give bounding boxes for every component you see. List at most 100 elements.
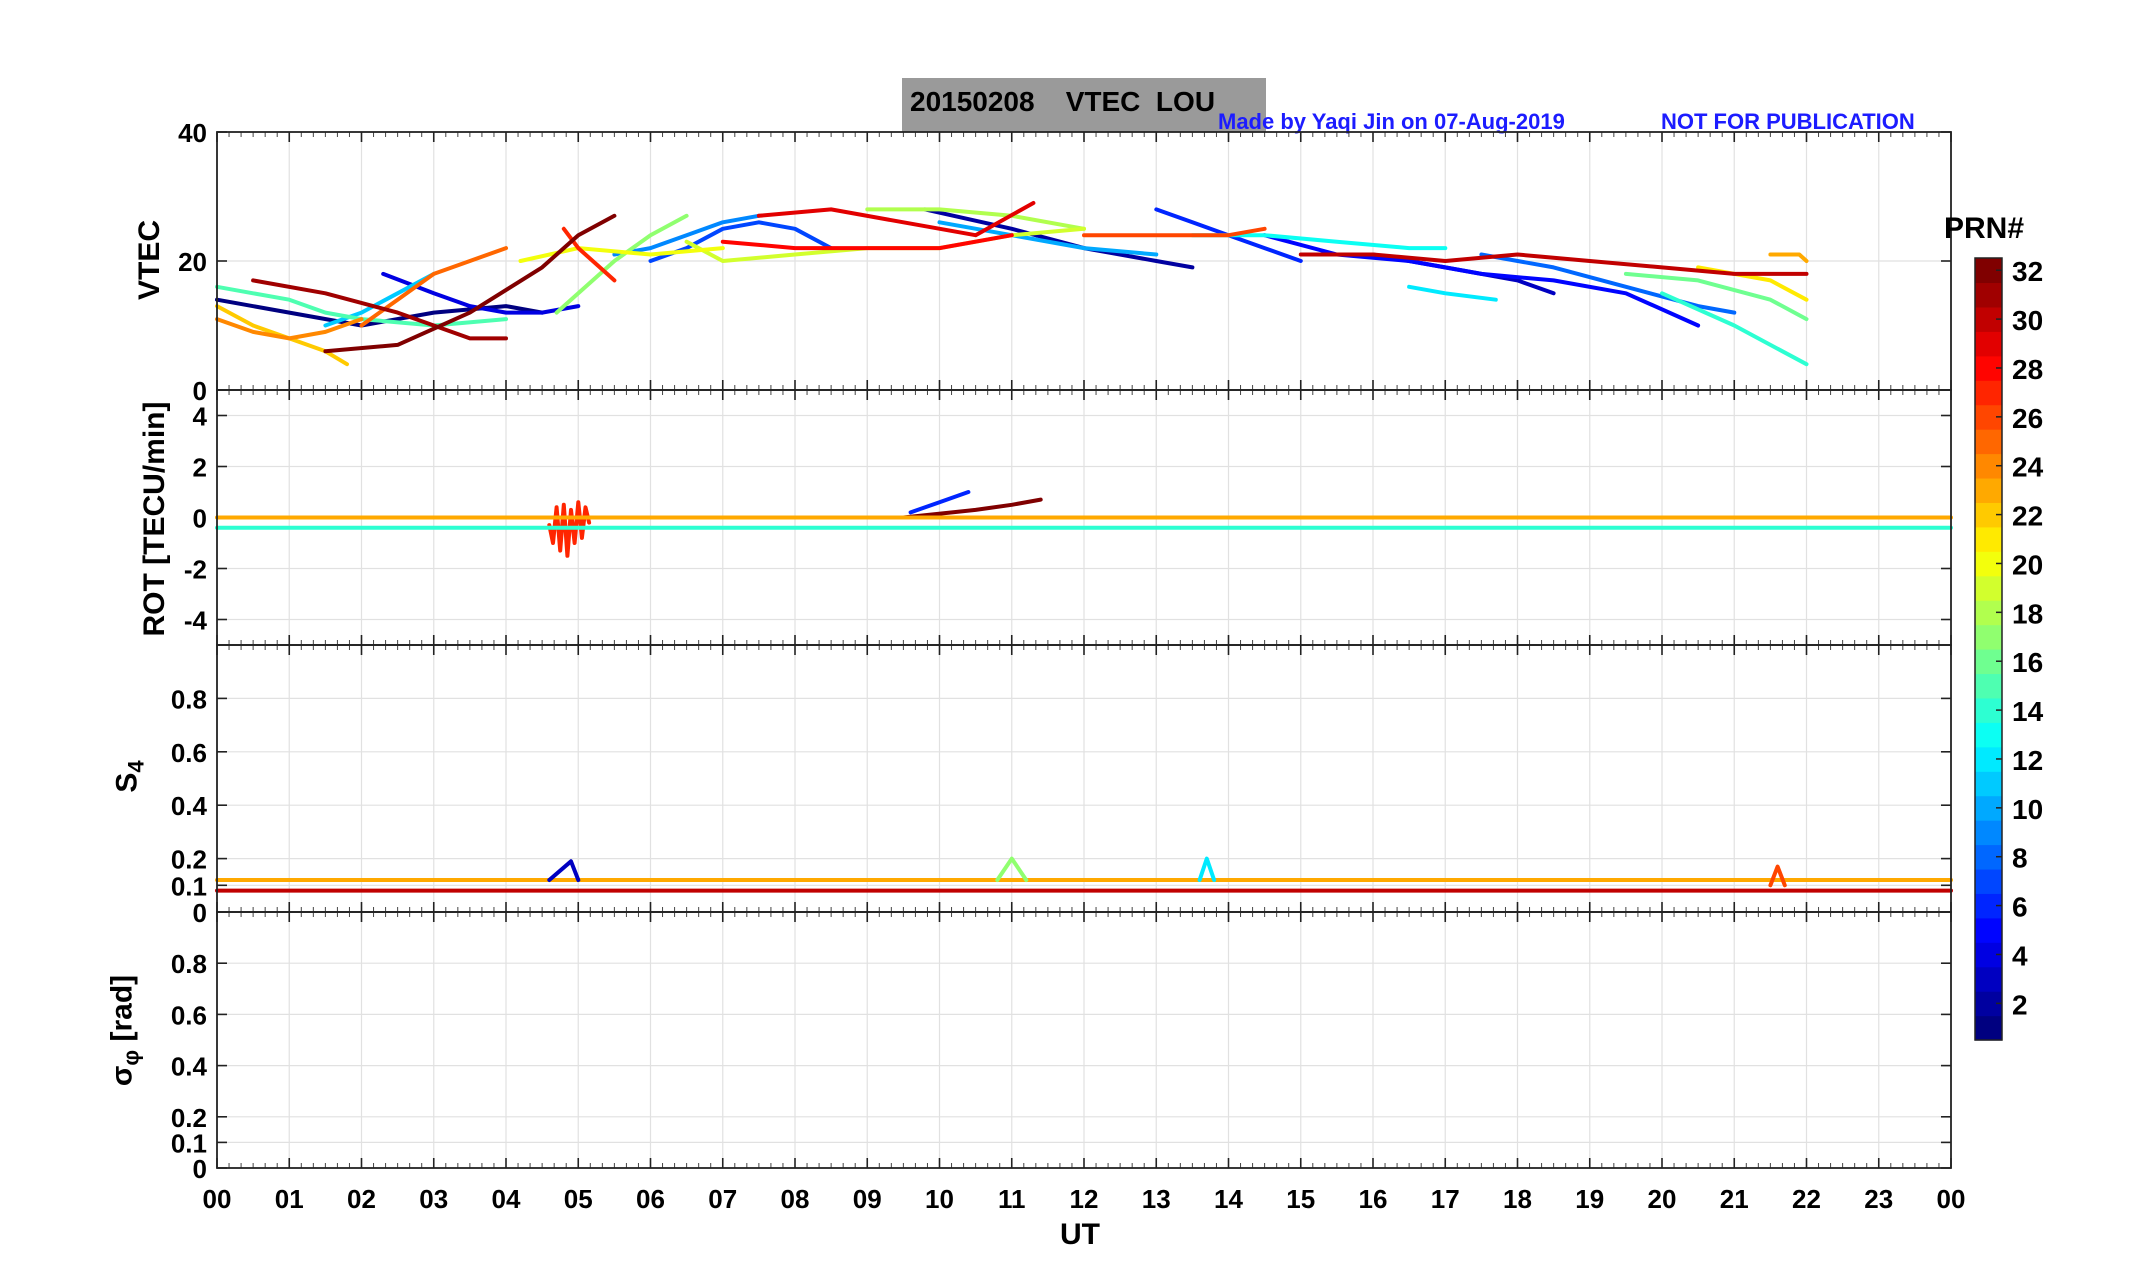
x-tick-label: 16 — [1359, 1184, 1388, 1214]
colorbar-segment — [1975, 429, 2002, 455]
series-prn-28 — [720, 233, 1014, 251]
series-prn-9 — [612, 213, 761, 257]
credit-text: Made by Yaqi Jin on 07-Aug-2019 — [1218, 109, 1565, 134]
series-prn-13 — [1190, 233, 1448, 251]
colorbar-tick-label: 14 — [2012, 696, 2044, 727]
x-tick-label: 13 — [1142, 1184, 1171, 1214]
y-tick-label: 0 — [193, 504, 207, 534]
x-tick-label: 12 — [1070, 1184, 1099, 1214]
x-tick-label: 17 — [1431, 1184, 1460, 1214]
colorbar-segment — [1975, 380, 2002, 406]
colorbar-segment — [1975, 282, 2002, 308]
y-tick-label: -4 — [184, 606, 208, 636]
series-prn-17 — [995, 856, 1029, 882]
panel-frame — [216, 911, 1952, 1169]
x-axis-label: UT — [1060, 1218, 1100, 1251]
y-tick-label: 20 — [178, 247, 207, 277]
series-prn-30 — [1298, 252, 1809, 276]
colorbar-segment — [1975, 673, 2002, 699]
x-tick-label: 14 — [1214, 1184, 1243, 1214]
colorbar-tick-label: 32 — [2012, 256, 2043, 287]
x-tick-label: 02 — [347, 1184, 376, 1214]
colorbar-segment — [1975, 624, 2002, 650]
colorbar-tick-label: 28 — [2012, 354, 2043, 385]
x-tick-label: 10 — [925, 1184, 954, 1214]
y-tick-label: 40 — [178, 118, 207, 148]
colorbar-tick-label: 22 — [2012, 501, 2043, 532]
y-tick-label: 4 — [193, 402, 208, 432]
x-tick-label: 06 — [636, 1184, 665, 1214]
y-tick-label: 0.2 — [171, 845, 207, 875]
colorbar-title: PRN# — [1944, 212, 2025, 245]
colorbar-tick-label: 10 — [2012, 794, 2043, 825]
colorbar-tick-label: 30 — [2012, 305, 2043, 336]
series-prn-14 — [1660, 291, 1809, 367]
y-tick-label: 0.4 — [171, 1052, 208, 1082]
series-prn-23 — [1768, 252, 1809, 263]
x-tick-label: 18 — [1503, 1184, 1532, 1214]
y-tick-label: -2 — [184, 555, 207, 585]
colorbar-tick-label: 2 — [2012, 989, 2028, 1020]
x-tick-label: 23 — [1864, 1184, 1893, 1214]
colorbar-tick-label: 24 — [2012, 452, 2044, 483]
x-tick-label: 19 — [1575, 1184, 1604, 1214]
y-tick-label: 0 — [193, 376, 207, 406]
series-prn-1 — [215, 297, 545, 328]
series-prn-2 — [923, 207, 1195, 270]
series-prn-24 — [215, 317, 364, 341]
y-tick-label: 2 — [193, 453, 207, 483]
colorbar-segment — [1975, 1015, 2002, 1041]
series-prn-27 — [561, 226, 617, 283]
series-prn-6 — [908, 490, 971, 515]
y-tick-label: 0.8 — [171, 949, 207, 979]
y-tick-label: 0.1 — [171, 1128, 207, 1158]
series-prn-17 — [554, 213, 689, 315]
series-prn-3 — [547, 859, 581, 882]
y-tick-label: 0.4 — [171, 791, 208, 821]
series-prn-10 — [937, 220, 1159, 257]
y-tick-label: 0 — [193, 1154, 207, 1184]
series-prn-20 — [518, 246, 725, 263]
x-tick-label: 21 — [1720, 1184, 1749, 1214]
y-tick-label: 0.2 — [171, 1103, 207, 1133]
series-prn-8 — [1479, 252, 1737, 315]
series-prn-4 — [381, 271, 581, 315]
colorbar-segment — [1975, 575, 2002, 601]
x-tick-label: 08 — [781, 1184, 810, 1214]
x-tick-label: 04 — [492, 1184, 521, 1214]
colorbar-segment — [1975, 966, 2002, 992]
x-tick-label: 20 — [1648, 1184, 1677, 1214]
x-tick-label: 05 — [564, 1184, 593, 1214]
x-tick-label: 07 — [708, 1184, 737, 1214]
x-tick-label: 01 — [275, 1184, 304, 1214]
vtec-ylabel: VTEC — [133, 220, 166, 301]
colorbar-tick-label: 18 — [2012, 598, 2043, 629]
series-prn-32 — [323, 213, 617, 354]
colorbar-frame — [1974, 257, 2003, 1041]
colorbar-tick-label: 8 — [2012, 843, 2028, 874]
colorbar-tick-label: 20 — [2012, 549, 2043, 580]
colorbar-segment — [1975, 917, 2002, 943]
panel-s4: 00.10.2 0.4 0.6 0.8 — [171, 644, 1953, 928]
y-tick-label: 0.6 — [171, 1000, 207, 1030]
y-tick-label: 0.6 — [171, 738, 207, 768]
panel-vtec: 0 20 40 — [178, 118, 1952, 406]
colorbar-tick-label: 26 — [2012, 403, 2043, 434]
x-tick-label: 09 — [853, 1184, 882, 1214]
colorbar-segment — [1975, 771, 2002, 797]
series-prn-29 — [756, 201, 1036, 238]
series-prn-11 — [323, 271, 436, 328]
series-prn-18 — [865, 207, 1086, 231]
colorbar-tick-label: 6 — [2012, 892, 2028, 923]
x-tick-label: 00 — [203, 1184, 232, 1214]
colorbar-segment — [1975, 331, 2002, 357]
colorbar-segment — [1975, 477, 2002, 503]
x-tick-label: 22 — [1792, 1184, 1821, 1214]
colorbar-segment — [1975, 820, 2002, 846]
s4-ylabel: S4 — [110, 760, 149, 793]
colorbar-segment — [1975, 526, 2002, 552]
colorbar-tick-label: 4 — [2012, 940, 2028, 971]
colorbar-tick-label: 16 — [2012, 647, 2043, 678]
